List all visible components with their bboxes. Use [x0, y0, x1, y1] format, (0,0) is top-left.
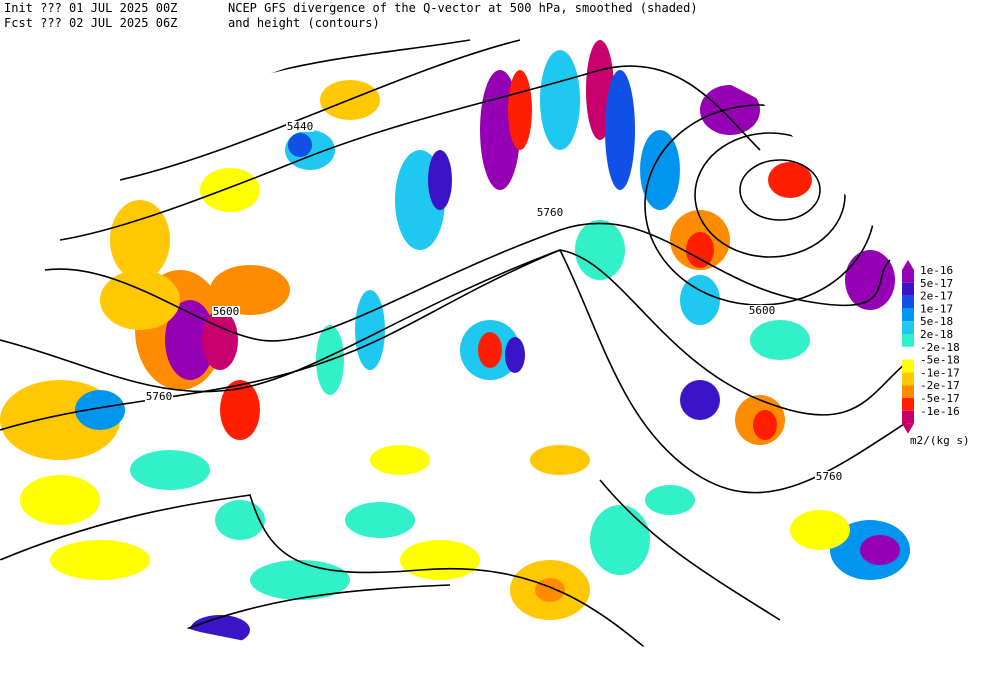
colorbar-swatch — [902, 282, 914, 296]
shade-blob — [50, 540, 150, 580]
colorbar-swatch — [902, 398, 914, 411]
colorbar-label: -1e-17 — [920, 366, 960, 379]
shade-blob — [478, 332, 502, 368]
shade-blob — [530, 445, 590, 475]
shade-blob — [250, 560, 350, 600]
units: m2/(kg s) — [910, 434, 970, 447]
height-contours — [0, 39, 910, 661]
shade-blob — [400, 540, 480, 580]
shade-blob — [750, 320, 810, 360]
colorbar-swatch — [902, 346, 914, 360]
shade-blob — [508, 70, 532, 150]
colorbar-label: -5e-18 — [920, 354, 960, 367]
shade-blob — [215, 500, 265, 540]
colorbar-label: -2e-17 — [920, 379, 960, 392]
shade-blob — [345, 502, 415, 538]
shade-blob — [790, 510, 850, 550]
contour-label: 5760 — [146, 390, 173, 403]
shade-blob — [686, 232, 714, 268]
shade-blob — [75, 390, 125, 430]
shade-blob — [220, 380, 260, 440]
colorbar-label: 5e-17 — [920, 277, 953, 290]
colorbar-swatch — [902, 410, 914, 424]
shade-blob — [505, 337, 525, 373]
colorbar-swatch — [902, 308, 914, 322]
shade-blob — [753, 410, 777, 440]
shade-blob — [640, 130, 680, 210]
contour-label: 5760 — [537, 206, 564, 219]
shade-blob — [355, 290, 385, 370]
shade-blob — [20, 475, 100, 525]
colorbar: 1e-165e-172e-171e-175e-182e-18-2e-18-5e-… — [902, 260, 960, 434]
title: NCEP GFS divergence of the Q-vector at 5… — [228, 1, 698, 15]
shade-blob — [860, 535, 900, 565]
colorbar-label: -5e-17 — [920, 392, 960, 405]
shade-blob — [288, 133, 312, 157]
colorbar-arrow — [902, 260, 914, 270]
colorbar-label: 1e-17 — [920, 302, 953, 315]
shade-blob — [190, 615, 250, 645]
colorbar-swatch — [902, 334, 914, 347]
forecast-time: Fcst ??? 02 JUL 2025 06Z — [4, 16, 177, 30]
shade-blob — [110, 200, 170, 280]
shade-blob — [370, 445, 430, 475]
colorbar-label: 2e-18 — [920, 328, 953, 341]
shade-blob — [200, 168, 260, 212]
colorbar-label: -1e-16 — [920, 405, 960, 418]
colorbar-swatch — [902, 359, 914, 373]
colorbar-label: 5e-18 — [920, 315, 953, 328]
shade-blob — [535, 578, 565, 602]
shade-blob — [540, 50, 580, 150]
colorbar-swatch — [902, 372, 914, 386]
colorbar-arrow — [902, 423, 914, 434]
colorbar-label: 2e-17 — [920, 290, 953, 303]
colorbar-label: 1e-16 — [920, 264, 953, 277]
shade-blob — [202, 310, 238, 370]
colorbar-label: -2e-18 — [920, 341, 960, 354]
contour-label: 5600 — [749, 304, 776, 317]
colorbar-swatch — [902, 321, 914, 334]
shade-blob — [700, 85, 760, 135]
shade-blob — [680, 275, 720, 325]
shade-blob — [428, 150, 452, 210]
shade-blob — [768, 162, 812, 198]
contour-label: 5760 — [816, 470, 843, 483]
init-time: Init ??? 01 JUL 2025 00Z — [4, 1, 177, 15]
shade-blob — [605, 70, 635, 190]
shade-blob — [845, 250, 895, 310]
contour-label: 5440 — [287, 120, 314, 133]
contour-label: 5600 — [213, 305, 240, 318]
subtitle: and height (contours) — [228, 16, 380, 30]
shade-blob — [575, 220, 625, 280]
shade-blob — [680, 380, 720, 420]
colorbar-swatch — [902, 295, 914, 309]
shade-blob — [100, 270, 180, 330]
colorbar-swatch — [902, 270, 914, 283]
colorbar-swatch — [902, 385, 914, 398]
shade-blob — [130, 450, 210, 490]
shade-blob — [210, 265, 290, 315]
shade-blob — [590, 505, 650, 575]
shade-blob — [645, 485, 695, 515]
